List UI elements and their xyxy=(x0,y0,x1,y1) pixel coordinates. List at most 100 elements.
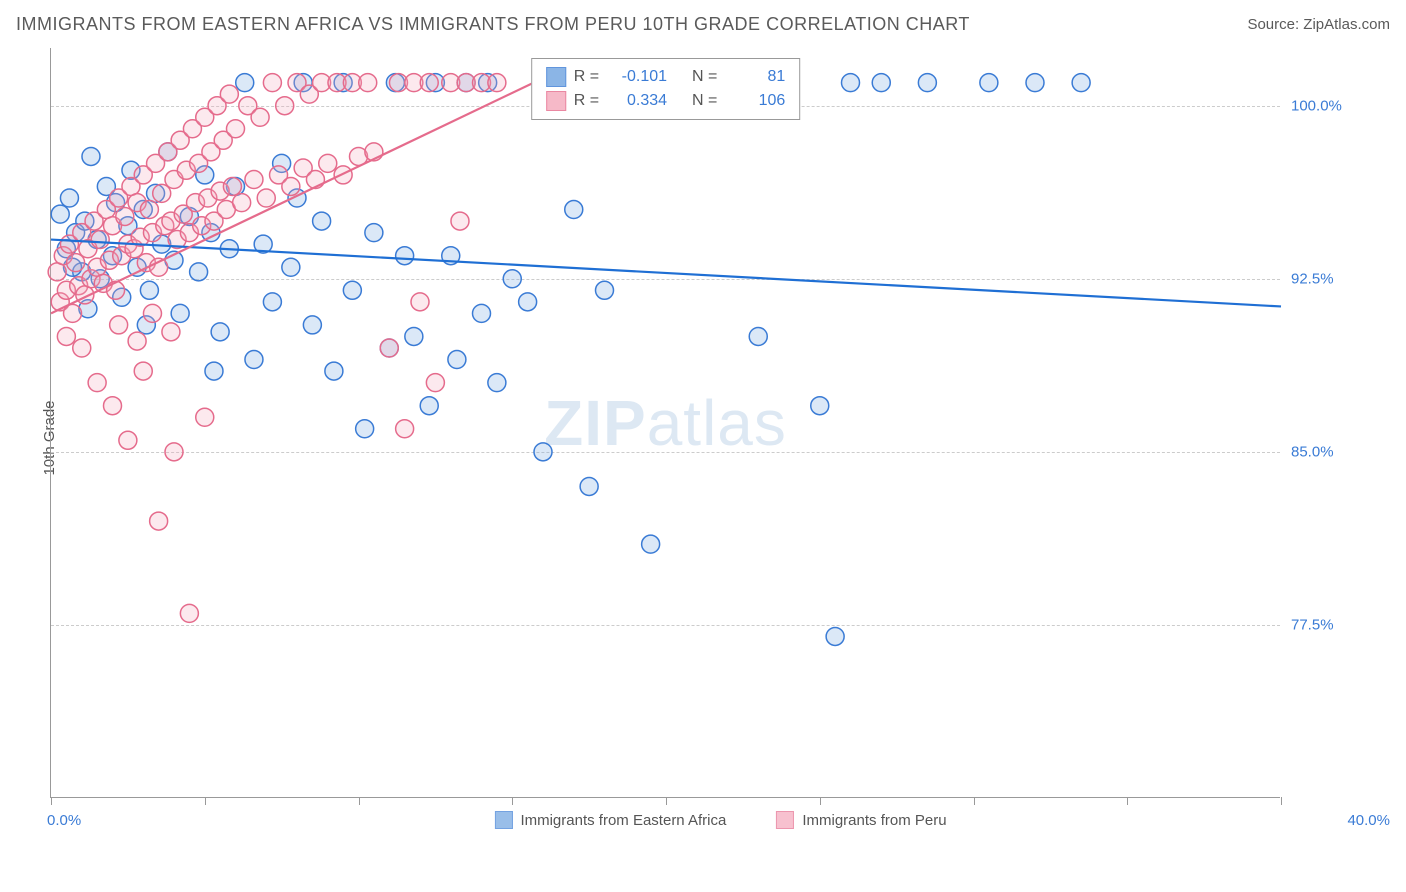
scatter-point xyxy=(107,281,125,299)
scatter-point xyxy=(325,362,343,380)
scatter-point xyxy=(82,147,100,165)
legend-swatch xyxy=(546,91,566,111)
stats-legend-box: R =-0.101 N =81R =0.334 N =106 xyxy=(531,58,801,120)
chart-title: IMMIGRANTS FROM EASTERN AFRICA VS IMMIGR… xyxy=(16,14,970,35)
x-min-label: 0.0% xyxy=(47,812,81,829)
scatter-point xyxy=(303,316,321,334)
scatter-point xyxy=(245,351,263,369)
y-tick-label: 92.5% xyxy=(1291,270,1334,287)
legend-swatch xyxy=(776,811,794,829)
scatter-point xyxy=(150,512,168,530)
x-tick xyxy=(1127,797,1128,805)
scatter-point xyxy=(119,431,137,449)
scatter-point xyxy=(48,263,66,281)
x-tick xyxy=(666,797,667,805)
scatter-point xyxy=(380,339,398,357)
trend-line xyxy=(51,240,1281,307)
scatter-point xyxy=(205,362,223,380)
chart-source: Source: ZipAtlas.com xyxy=(1247,16,1390,33)
scatter-point xyxy=(365,224,383,242)
scatter-point xyxy=(257,189,275,207)
scatter-point xyxy=(236,74,254,92)
scatter-point xyxy=(451,212,469,230)
scatter-point xyxy=(227,120,245,138)
y-tick-label: 77.5% xyxy=(1291,616,1334,633)
scatter-point xyxy=(842,74,860,92)
stat-r-value: -0.101 xyxy=(607,65,667,89)
scatter-point xyxy=(356,420,374,438)
scatter-point xyxy=(143,304,161,322)
scatter-point xyxy=(642,535,660,553)
scatter-point xyxy=(128,332,146,350)
legend-label: Immigrants from Peru xyxy=(802,812,946,829)
y-tick-label: 85.0% xyxy=(1291,443,1334,460)
scatter-point xyxy=(223,177,241,195)
scatter-point xyxy=(190,263,208,281)
scatter-point xyxy=(396,247,414,265)
scatter-point xyxy=(180,604,198,622)
x-max-label: 40.0% xyxy=(1347,812,1390,829)
scatter-point xyxy=(396,420,414,438)
x-tick xyxy=(512,797,513,805)
scatter-point xyxy=(826,627,844,645)
scatter-point xyxy=(276,97,294,115)
scatter-point xyxy=(104,397,122,415)
stat-r-label: R = xyxy=(574,89,599,113)
scatter-point xyxy=(534,443,552,461)
x-tick xyxy=(359,797,360,805)
scatter-point xyxy=(263,74,281,92)
scatter-point xyxy=(488,74,506,92)
stat-r-value: 0.334 xyxy=(607,89,667,113)
plot-region: 100.0%92.5%85.0%77.5% ZIPatlas R =-0.101… xyxy=(50,48,1280,798)
scatter-point xyxy=(448,351,466,369)
scatter-point xyxy=(411,293,429,311)
scatter-point xyxy=(233,194,251,212)
stat-n-value: 81 xyxy=(725,65,785,89)
scatter-point xyxy=(73,339,91,357)
stats-row: R =-0.101 N =81 xyxy=(546,65,786,89)
stats-row: R =0.334 N =106 xyxy=(546,89,786,113)
stat-n-label: N = xyxy=(692,65,717,89)
scatter-point xyxy=(134,362,152,380)
scatter-point xyxy=(596,281,614,299)
scatter-point xyxy=(319,154,337,172)
scatter-point xyxy=(245,171,263,189)
scatter-point xyxy=(918,74,936,92)
scatter-point xyxy=(488,374,506,392)
scatter-point xyxy=(1072,74,1090,92)
legend-swatch xyxy=(494,811,512,829)
x-tick xyxy=(205,797,206,805)
bottom-legend: Immigrants from Eastern Africa Immigrants… xyxy=(494,811,946,829)
scatter-point xyxy=(980,74,998,92)
x-tick xyxy=(820,797,821,805)
scatter-point xyxy=(140,281,158,299)
scatter-point xyxy=(60,189,78,207)
scatter-point xyxy=(140,201,158,219)
scatter-point xyxy=(420,397,438,415)
legend-swatch xyxy=(546,67,566,87)
scatter-point xyxy=(282,258,300,276)
scatter-point xyxy=(405,327,423,345)
stat-n-value: 106 xyxy=(725,89,785,113)
scatter-point xyxy=(251,108,269,126)
scatter-svg xyxy=(51,48,1281,798)
x-tick xyxy=(974,797,975,805)
scatter-point xyxy=(872,74,890,92)
x-tick xyxy=(51,797,52,805)
scatter-point xyxy=(165,443,183,461)
scatter-point xyxy=(57,327,75,345)
legend-label: Immigrants from Eastern Africa xyxy=(520,812,726,829)
scatter-point xyxy=(359,74,377,92)
scatter-point xyxy=(313,212,331,230)
scatter-point xyxy=(420,74,438,92)
x-tick xyxy=(1281,797,1282,805)
scatter-point xyxy=(565,201,583,219)
scatter-point xyxy=(110,316,128,334)
scatter-point xyxy=(162,323,180,341)
scatter-point xyxy=(51,205,69,223)
scatter-point xyxy=(196,408,214,426)
legend-item: Immigrants from Eastern Africa xyxy=(494,811,726,829)
scatter-point xyxy=(1026,74,1044,92)
chart-area: 10th Grade 100.0%92.5%85.0%77.5% ZIPatla… xyxy=(50,48,1390,828)
scatter-point xyxy=(88,374,106,392)
